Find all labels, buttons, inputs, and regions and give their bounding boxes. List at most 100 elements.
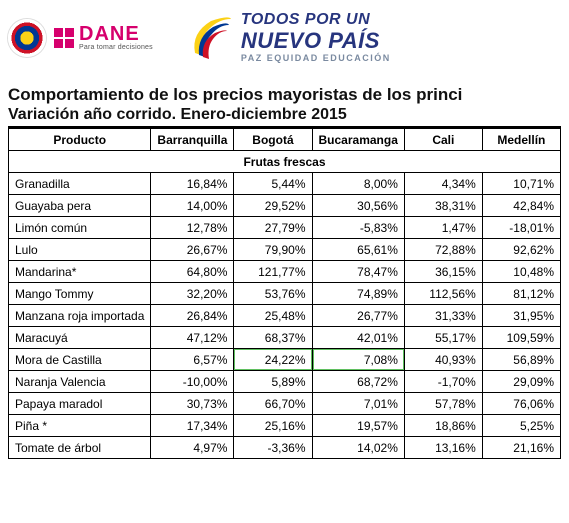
product-cell: Tomate de árbol <box>9 437 151 459</box>
product-cell: Mandarina* <box>9 261 151 283</box>
value-cell: 64,80% <box>151 261 234 283</box>
value-cell: -10,00% <box>151 371 234 393</box>
product-cell: Piña * <box>9 415 151 437</box>
value-cell: 42,01% <box>312 327 404 349</box>
value-cell: 74,89% <box>312 283 404 305</box>
value-cell: 7,08% <box>312 349 404 371</box>
value-cell: 19,57% <box>312 415 404 437</box>
table-row: Maracuyá47,12%68,37%42,01%55,17%109,59% <box>9 327 561 349</box>
value-cell: 121,77% <box>234 261 312 283</box>
section-label: Frutas frescas <box>9 151 561 173</box>
col-header-city: Barranquilla <box>151 129 234 151</box>
value-cell: 25,16% <box>234 415 312 437</box>
value-cell: -3,36% <box>234 437 312 459</box>
table-row: Piña *17,34%25,16%19,57%18,86%5,25% <box>9 415 561 437</box>
value-cell: 112,56% <box>404 283 482 305</box>
value-cell: 56,89% <box>482 349 560 371</box>
value-cell: 24,22% <box>234 349 312 371</box>
col-header-city: Cali <box>404 129 482 151</box>
header-logos: DANE Para tomar decisiones TODOS POR UN … <box>8 8 561 81</box>
slogan-line2: NUEVO PAÍS <box>241 29 391 52</box>
value-cell: 32,20% <box>151 283 234 305</box>
product-cell: Mango Tommy <box>9 283 151 305</box>
product-cell: Naranja Valencia <box>9 371 151 393</box>
dane-word: DANE <box>79 24 153 44</box>
slogan-line1: TODOS POR UN <box>241 12 391 29</box>
value-cell: 30,73% <box>151 393 234 415</box>
value-cell: 31,95% <box>482 305 560 327</box>
product-cell: Manzana roja importada <box>9 305 151 327</box>
value-cell: 72,88% <box>404 239 482 261</box>
value-cell: 12,78% <box>151 217 234 239</box>
value-cell: 66,70% <box>234 393 312 415</box>
value-cell: -1,70% <box>404 371 482 393</box>
value-cell: 40,93% <box>404 349 482 371</box>
value-cell: 1,47% <box>404 217 482 239</box>
colombia-flag-swirl-icon <box>189 15 233 61</box>
table-row: Mango Tommy32,20%53,76%74,89%112,56%81,1… <box>9 283 561 305</box>
page-title: Comportamiento de los precios mayoristas… <box>8 85 561 105</box>
value-cell: 10,48% <box>482 261 560 283</box>
product-cell: Lulo <box>9 239 151 261</box>
value-cell: 21,16% <box>482 437 560 459</box>
value-cell: 18,86% <box>404 415 482 437</box>
value-cell: 68,37% <box>234 327 312 349</box>
value-cell: 27,79% <box>234 217 312 239</box>
value-cell: 81,12% <box>482 283 560 305</box>
value-cell: 76,06% <box>482 393 560 415</box>
value-cell: 78,47% <box>312 261 404 283</box>
prices-table: ProductoBarranquillaBogotáBucaramangaCal… <box>8 128 561 459</box>
value-cell: 26,84% <box>151 305 234 327</box>
value-cell: 5,44% <box>234 173 312 195</box>
value-cell: -18,01% <box>482 217 560 239</box>
value-cell: 6,57% <box>151 349 234 371</box>
page-subtitle: Variación año corrido. Enero-diciembre 2… <box>8 106 561 128</box>
value-cell: -5,83% <box>312 217 404 239</box>
value-cell: 53,76% <box>234 283 312 305</box>
value-cell: 13,16% <box>404 437 482 459</box>
slogan-line3: PAZ EQUIDAD EDUCACIÓN <box>241 54 391 63</box>
value-cell: 79,90% <box>234 239 312 261</box>
dane-logo: DANE Para tomar decisiones <box>54 24 153 51</box>
value-cell: 4,34% <box>404 173 482 195</box>
value-cell: 55,17% <box>404 327 482 349</box>
value-cell: 92,62% <box>482 239 560 261</box>
table-section-row: Frutas frescas <box>9 151 561 173</box>
table-row: Mandarina*64,80%121,77%78,47%36,15%10,48… <box>9 261 561 283</box>
value-cell: 36,15% <box>404 261 482 283</box>
value-cell: 14,02% <box>312 437 404 459</box>
value-cell: 8,00% <box>312 173 404 195</box>
value-cell: 7,01% <box>312 393 404 415</box>
product-cell: Mora de Castilla <box>9 349 151 371</box>
col-header-city: Bucaramanga <box>312 129 404 151</box>
value-cell: 17,34% <box>151 415 234 437</box>
dane-squares-icon <box>54 28 74 48</box>
value-cell: 30,56% <box>312 195 404 217</box>
product-cell: Granadilla <box>9 173 151 195</box>
col-header-city: Medellín <box>482 129 560 151</box>
value-cell: 57,78% <box>404 393 482 415</box>
product-cell: Limón común <box>9 217 151 239</box>
value-cell: 14,00% <box>151 195 234 217</box>
gov-slogan: TODOS POR UN NUEVO PAÍS PAZ EQUIDAD EDUC… <box>241 12 391 63</box>
value-cell: 10,71% <box>482 173 560 195</box>
dane-subtitle: Para tomar decisiones <box>79 44 153 51</box>
table-row: Tomate de árbol4,97%-3,36%14,02%13,16%21… <box>9 437 561 459</box>
table-row: Mora de Castilla6,57%24,22%7,08%40,93%56… <box>9 349 561 371</box>
value-cell: 26,67% <box>151 239 234 261</box>
col-header-product: Producto <box>9 129 151 151</box>
value-cell: 47,12% <box>151 327 234 349</box>
value-cell: 5,25% <box>482 415 560 437</box>
table-row: Granadilla16,84%5,44%8,00%4,34%10,71% <box>9 173 561 195</box>
colombia-shield-icon <box>8 19 46 57</box>
product-cell: Maracuyá <box>9 327 151 349</box>
table-row: Naranja Valencia-10,00%5,89%68,72%-1,70%… <box>9 371 561 393</box>
table-row: Lulo26,67%79,90%65,61%72,88%92,62% <box>9 239 561 261</box>
value-cell: 29,09% <box>482 371 560 393</box>
table-row: Limón común12,78%27,79%-5,83%1,47%-18,01… <box>9 217 561 239</box>
value-cell: 26,77% <box>312 305 404 327</box>
table-header-row: ProductoBarranquillaBogotáBucaramangaCal… <box>9 129 561 151</box>
product-cell: Guayaba pera <box>9 195 151 217</box>
value-cell: 109,59% <box>482 327 560 349</box>
value-cell: 65,61% <box>312 239 404 261</box>
